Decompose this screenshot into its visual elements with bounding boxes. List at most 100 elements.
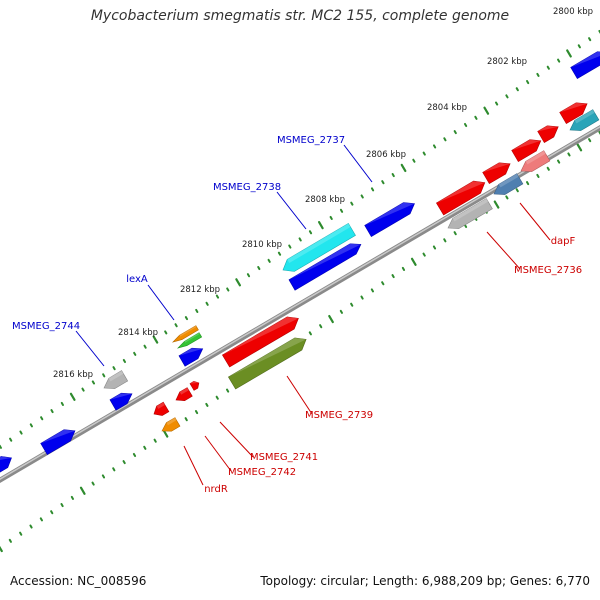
gene-arrow-red[interactable]: [559, 102, 588, 125]
gene-arrow-gray[interactable]: [103, 370, 129, 389]
inner-tick: [112, 467, 116, 472]
gene-arrow-green[interactable]: [177, 332, 203, 349]
gene-arrow-orange[interactable]: [161, 417, 181, 432]
outer-tick: [526, 80, 530, 85]
gene-arrow-highlight: [559, 102, 588, 113]
gene-arrow-highlight: [228, 337, 307, 377]
gene-label[interactable]: nrdR: [204, 484, 228, 495]
gene-label-leader: [276, 191, 307, 230]
gene-label[interactable]: MSMEG_2744: [12, 321, 80, 332]
gene-arrow-teal[interactable]: [569, 109, 600, 131]
outer-tick: [235, 278, 242, 287]
gene-label[interactable]: MSMEG_2741: [250, 452, 318, 463]
outer-tick: [69, 392, 76, 401]
gene-arrow-red[interactable]: [175, 387, 193, 402]
inner-tick: [215, 395, 219, 400]
gene-arrow-gray[interactable]: [447, 198, 493, 229]
kbp-tick-label: 2808 kbp: [305, 195, 345, 205]
gene-arrow-blue[interactable]: [364, 202, 415, 238]
inner-tick: [443, 238, 447, 243]
kbp-tick-label: 2804 kbp: [427, 103, 467, 113]
inner-tick: [576, 143, 583, 152]
outer-tick: [317, 221, 324, 230]
gene-arrow-highlight: [574, 109, 595, 124]
gene-arrow-blue[interactable]: [0, 456, 12, 473]
outer-tick: [102, 373, 106, 378]
outer-tick: [226, 287, 230, 292]
gene-label[interactable]: MSMEG_2736: [514, 265, 582, 276]
outer-tick: [60, 401, 64, 406]
kbp-tick-label: 2810 kbp: [242, 240, 282, 250]
gene-arrow-highlight: [364, 202, 415, 226]
inner-tick: [143, 445, 147, 450]
kbp-tick-label: 2814 kbp: [118, 328, 158, 338]
gene-label[interactable]: MSMEG_2742: [228, 467, 296, 478]
outer-tick: [536, 72, 540, 77]
gene-arrow-pink[interactable]: [520, 150, 551, 172]
inner-tick: [422, 252, 426, 257]
inner-tick: [505, 195, 509, 200]
outer-tick: [277, 251, 282, 256]
outer-tick: [391, 173, 395, 178]
inner-tick: [60, 503, 64, 508]
kbp-tick-label: 2816 kbp: [53, 370, 93, 380]
outer-tick: [267, 258, 271, 263]
inner-tick: [19, 531, 23, 536]
inner-tick: [410, 257, 417, 266]
inner-tick: [122, 460, 126, 465]
inner-tick: [50, 510, 54, 515]
outer-tick: [29, 423, 33, 428]
inner-tick: [39, 517, 43, 522]
outer-tick: [81, 387, 85, 392]
gene-arrow-red[interactable]: [482, 162, 511, 185]
gene-label[interactable]: MSMEG_2739: [305, 410, 373, 421]
outer-tick: [443, 137, 447, 142]
outer-tick: [329, 215, 333, 221]
inner-tick: [70, 495, 75, 500]
gene-arrow-highlight: [482, 162, 511, 173]
outer-tick: [360, 194, 364, 199]
outer-tick: [370, 187, 375, 192]
gene-label[interactable]: MSMEG_2737: [277, 135, 345, 146]
gene-arrow-highlight: [570, 51, 600, 68]
kbp-tick-label: 2802 kbp: [487, 57, 527, 67]
accession-label: Accession: NC_008596: [10, 574, 147, 588]
kbp-tick-label: 2800 kbp: [553, 7, 593, 17]
inner-tick: [588, 138, 592, 143]
inner-tick: [515, 188, 519, 193]
gene-arrow-red[interactable]: [189, 380, 200, 391]
gene-features: [0, 51, 600, 473]
gene-arrow-highlight: [110, 393, 132, 400]
outer-tick: [174, 323, 178, 328]
inner-tick: [557, 159, 561, 164]
gene-arrow-highlight: [511, 139, 541, 151]
inner-tick: [370, 288, 375, 293]
gene-label[interactable]: dapF: [551, 236, 576, 247]
inner-tick: [153, 438, 157, 443]
inner-tick: [132, 452, 137, 458]
gene-arrow-orange[interactable]: [172, 325, 199, 343]
inner-tick: [225, 388, 230, 393]
outer-tick: [495, 101, 499, 106]
inner-tick: [101, 474, 106, 479]
inner-tick: [8, 538, 12, 543]
outer-tick: [381, 180, 385, 185]
gene-label-leader: [219, 421, 254, 458]
inner-tick: [360, 295, 364, 300]
gene-label[interactable]: lexA: [126, 274, 148, 285]
gene-arrow-blue[interactable]: [40, 429, 76, 456]
outer-tick: [91, 380, 95, 385]
gene-label-leader: [75, 330, 105, 367]
inner-tick: [401, 266, 406, 271]
inner-tick: [79, 486, 86, 495]
kbp-tick-label: 2806 kbp: [366, 150, 406, 160]
gene-arrow-cyan[interactable]: [282, 222, 356, 272]
gene-arrow-red[interactable]: [435, 180, 486, 216]
outer-tick: [422, 151, 426, 156]
gene-arrow-steel[interactable]: [493, 173, 524, 195]
gene-label-lines: [75, 144, 551, 486]
gene-arrow-highlight: [289, 243, 361, 280]
gene-arrow-highlight: [166, 417, 177, 426]
gene-label[interactable]: MSMEG_2738: [213, 182, 281, 193]
